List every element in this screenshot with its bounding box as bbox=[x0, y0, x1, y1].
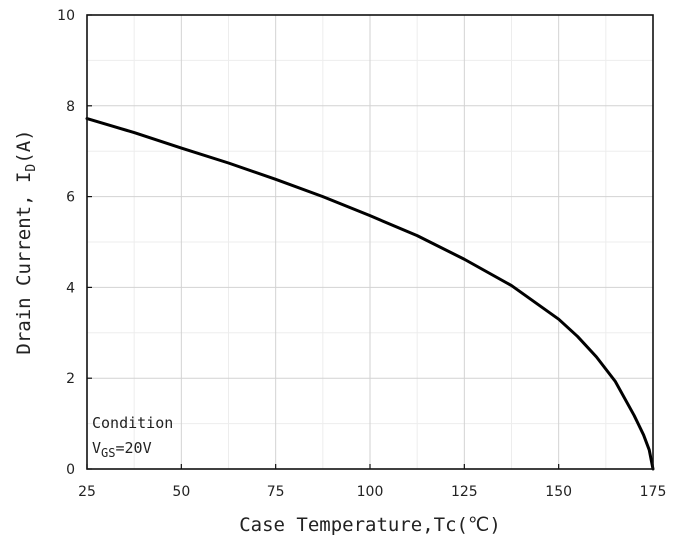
y-tick-label: 2 bbox=[66, 371, 75, 387]
x-tick-label: 75 bbox=[267, 484, 285, 500]
x-tick-label: 50 bbox=[172, 484, 190, 500]
x-tick-label: 125 bbox=[451, 484, 478, 500]
y-axis-label-main: Drain Current, I bbox=[13, 172, 35, 355]
y-axis-label-suffix: (A) bbox=[13, 129, 35, 163]
y-tick-label: 8 bbox=[66, 99, 75, 115]
y-axis-label: Drain Current, ID(A) bbox=[13, 129, 39, 354]
x-tick-label: 100 bbox=[357, 484, 384, 500]
plot-frame bbox=[86, 14, 654, 470]
y-tick-label: 4 bbox=[66, 280, 75, 296]
y-tick-label: 6 bbox=[66, 190, 75, 206]
series-line-drain-current bbox=[85, 117, 655, 471]
x-axis-label: Case Temperature,Tc(℃) bbox=[239, 514, 501, 536]
x-tick-label: 25 bbox=[78, 484, 96, 500]
y-tick-label: 10 bbox=[57, 8, 75, 24]
vgs-condition-label: VGS=20V bbox=[92, 439, 152, 460]
grid bbox=[87, 15, 653, 469]
tick-labels: 25 50 75 100 125 150 175 0 2 4 6 8 10 bbox=[57, 8, 666, 500]
vgs-main: V bbox=[92, 439, 101, 457]
vgs-suffix: =20V bbox=[115, 439, 151, 457]
condition-label: Condition bbox=[92, 414, 173, 432]
x-tick-label: 175 bbox=[640, 484, 667, 500]
vgs-subscript: GS bbox=[101, 446, 115, 460]
x-tick-label: 150 bbox=[545, 484, 572, 500]
y-axis-label-subscript: D bbox=[24, 164, 39, 172]
y-tick-label: 0 bbox=[66, 462, 75, 478]
